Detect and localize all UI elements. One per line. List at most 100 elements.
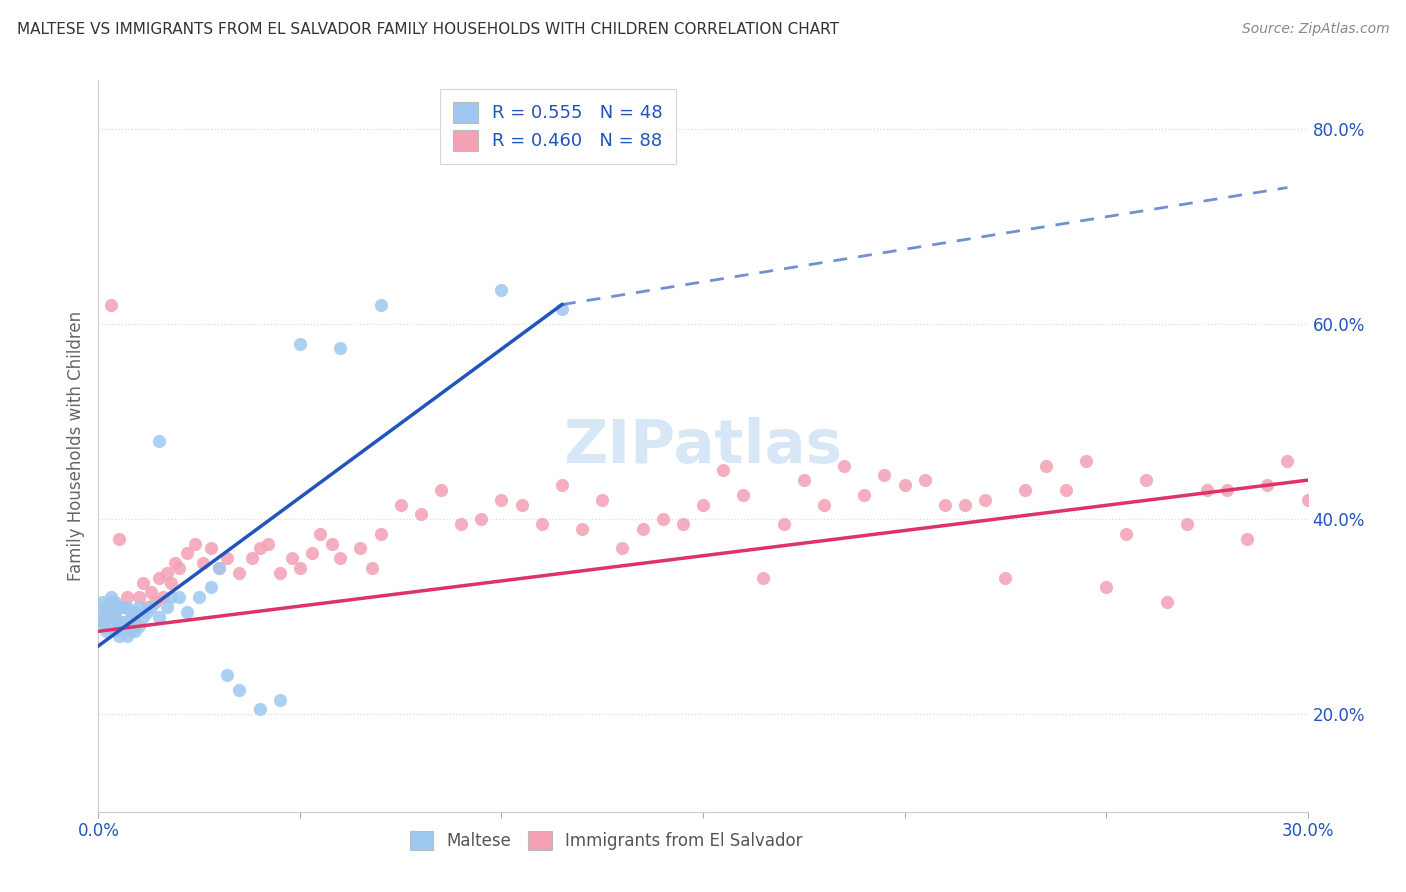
Point (672, 516, 695, 531)
Point (103, 624, 125, 639)
Point (96, 624, 118, 639)
Point (491, 492, 513, 507)
Point (100, 619, 122, 633)
Point (793, 473, 815, 487)
Point (148, 434, 170, 449)
Point (288, 561, 311, 575)
Point (591, 492, 613, 507)
Point (115, 629, 138, 643)
Point (1035, 458, 1057, 473)
Point (139, 585, 162, 599)
Point (184, 536, 207, 550)
Point (124, 605, 146, 619)
Point (120, 605, 142, 619)
Point (994, 571, 1017, 585)
Point (135, 605, 157, 619)
Point (193, 556, 215, 570)
Point (167, 561, 190, 575)
Point (551, 302, 574, 317)
Point (163, 556, 186, 570)
Point (893, 478, 915, 492)
Point (111, 599, 134, 614)
Point (249, 541, 271, 556)
Text: MALTESE VS IMMIGRANTS FROM EL SALVADOR FAMILY HOUSEHOLDS WITH CHILDREN CORRELATI: MALTESE VS IMMIGRANTS FROM EL SALVADOR F… (17, 22, 839, 37)
Point (103, 609, 125, 624)
Point (91, 595, 114, 609)
Point (100, 595, 122, 609)
Point (217, 551, 239, 566)
Point (1074, 453, 1097, 467)
Point (96, 609, 118, 624)
Point (349, 541, 371, 556)
Point (132, 609, 155, 624)
Point (188, 590, 211, 604)
Point (128, 599, 150, 614)
Point (111, 599, 134, 614)
Point (551, 478, 574, 492)
Point (1115, 526, 1137, 541)
Point (100, 590, 122, 604)
Point (269, 692, 291, 706)
Point (96, 599, 118, 614)
Text: ZIPatlas: ZIPatlas (564, 417, 842, 475)
Point (100, 605, 122, 619)
Point (115, 590, 138, 604)
Point (152, 590, 174, 604)
Point (124, 615, 146, 629)
Point (1014, 483, 1036, 497)
Point (200, 541, 222, 556)
Point (1195, 483, 1218, 497)
Point (711, 463, 734, 477)
Point (176, 546, 198, 560)
Point (148, 571, 170, 585)
Point (1156, 595, 1178, 609)
Point (1256, 478, 1278, 492)
Point (612, 541, 634, 556)
Point (752, 571, 775, 585)
Point (1054, 483, 1077, 497)
Point (200, 581, 222, 595)
Point (281, 551, 304, 566)
Point (309, 526, 332, 541)
Point (1095, 581, 1118, 595)
Point (139, 599, 162, 614)
Point (256, 536, 278, 550)
Point (1277, 453, 1299, 467)
Point (128, 590, 150, 604)
Point (288, 336, 311, 351)
Point (103, 609, 125, 624)
Point (128, 619, 150, 633)
Point (389, 498, 412, 512)
Point (107, 532, 129, 546)
Point (91, 615, 114, 629)
Point (1216, 483, 1239, 497)
Point (228, 682, 250, 697)
Point (208, 561, 231, 575)
Point (1175, 516, 1198, 531)
Point (111, 624, 134, 639)
Point (115, 615, 138, 629)
Point (329, 551, 352, 566)
Point (1135, 473, 1157, 487)
Point (530, 516, 553, 531)
Point (510, 498, 533, 512)
Point (361, 561, 384, 575)
Point (651, 512, 673, 526)
Point (156, 566, 179, 580)
Point (156, 599, 179, 614)
Point (370, 526, 392, 541)
Point (733, 488, 755, 502)
Point (853, 488, 876, 502)
Point (107, 599, 129, 614)
Point (91, 605, 114, 619)
Point (228, 566, 250, 580)
Point (631, 522, 654, 536)
Point (107, 619, 129, 633)
Point (120, 624, 142, 639)
Point (692, 498, 714, 512)
Point (135, 599, 157, 614)
Point (240, 551, 263, 566)
Point (370, 297, 392, 311)
Point (329, 342, 352, 356)
Point (217, 668, 239, 682)
